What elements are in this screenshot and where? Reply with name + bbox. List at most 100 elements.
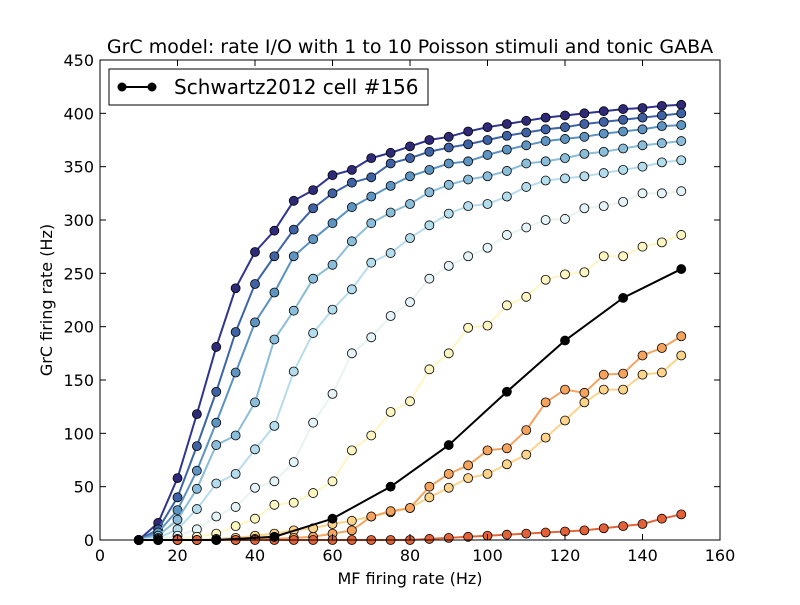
data-point: [521, 127, 532, 138]
data-point: [308, 417, 319, 428]
data-point: [424, 273, 435, 284]
data-point: [637, 112, 648, 123]
data-point: [463, 531, 474, 542]
data-point: [579, 148, 590, 159]
data-point: [598, 168, 609, 178]
data-point: [327, 304, 338, 315]
data-point: [598, 523, 609, 534]
data-point: [540, 156, 551, 167]
data-point: [540, 432, 551, 443]
data-point: [346, 525, 357, 536]
series-2: [133, 108, 687, 545]
data-point: [443, 532, 454, 543]
data-point: [501, 300, 512, 311]
data-point: [540, 124, 551, 135]
data-point: [250, 279, 260, 289]
chart-title: GrC model: rate I/O with 1 to 10 Poisson…: [107, 36, 713, 58]
data-point: [424, 146, 435, 157]
data-point: [560, 110, 570, 121]
data-point: [250, 397, 260, 408]
data-point: [385, 158, 396, 169]
data-point: [560, 335, 570, 346]
data-point: [308, 234, 319, 245]
data-point: [327, 476, 338, 487]
data-point: [618, 104, 629, 114]
data-point: [618, 292, 629, 303]
data-point: [327, 188, 338, 199]
data-point: [191, 465, 202, 476]
data-point: [230, 468, 241, 479]
data-point: [501, 230, 512, 240]
data-point: [676, 155, 687, 166]
data-point: [230, 502, 241, 512]
x-tick-label: 20: [167, 546, 187, 565]
legend-marker-end: [147, 82, 157, 92]
data-point: [269, 225, 280, 236]
y-tick-label: 400: [63, 104, 94, 123]
data-point: [424, 534, 435, 544]
data-point: [346, 202, 357, 213]
legend: Schwartz2012 cell #156: [108, 68, 429, 106]
data-point: [521, 222, 532, 233]
data-point: [405, 199, 415, 209]
data-point: [424, 492, 435, 503]
data-point: [443, 468, 454, 479]
data-point: [405, 171, 415, 182]
data-point: [482, 320, 493, 331]
data-point: [346, 164, 357, 175]
data-point: [540, 136, 551, 146]
data-point: [598, 251, 609, 262]
data-point: [656, 343, 667, 353]
legend-box: [108, 68, 429, 106]
data-point: [327, 259, 338, 270]
data-point: [463, 460, 474, 471]
data-point: [540, 112, 551, 123]
data-point: [230, 430, 241, 441]
data-point: [443, 440, 454, 450]
data-point: [637, 350, 648, 361]
data-point: [560, 153, 570, 164]
data-point: [405, 297, 415, 308]
data-point: [211, 386, 222, 397]
data-point: [482, 150, 493, 160]
data-point: [521, 140, 532, 151]
data-point: [346, 445, 357, 456]
data-point: [346, 348, 357, 359]
data-point: [501, 130, 512, 141]
data-point: [366, 172, 377, 183]
data-point: [443, 158, 454, 169]
data-point: [656, 157, 667, 168]
data-point: [598, 106, 609, 117]
data-point: [676, 120, 687, 130]
data-point: [656, 188, 667, 199]
data-point: [269, 531, 280, 542]
data-point: [269, 476, 280, 487]
data-point: [676, 331, 687, 342]
data-point: [579, 171, 590, 182]
data-point: [269, 420, 280, 431]
data-point: [501, 459, 512, 470]
data-point: [482, 122, 493, 133]
data-point: [463, 251, 474, 262]
data-point: [579, 387, 590, 398]
data-point: [521, 291, 532, 302]
data-point: [463, 156, 474, 167]
x-axis-label: MF firing rate (Hz): [337, 569, 482, 588]
y-tick-label: 350: [63, 158, 94, 177]
data-point: [656, 121, 667, 132]
data-point: [191, 441, 202, 452]
data-point: [385, 180, 396, 191]
y-tick-label: 100: [63, 424, 94, 443]
data-point: [385, 207, 396, 218]
data-point: [521, 182, 532, 192]
data-point: [540, 175, 551, 186]
data-point: [618, 196, 629, 207]
data-point: [443, 260, 454, 271]
data-point: [540, 215, 551, 225]
data-point: [501, 529, 512, 540]
data-point: [211, 342, 222, 352]
data-point: [385, 248, 396, 258]
data-point: [443, 179, 454, 190]
data-point: [637, 369, 648, 380]
